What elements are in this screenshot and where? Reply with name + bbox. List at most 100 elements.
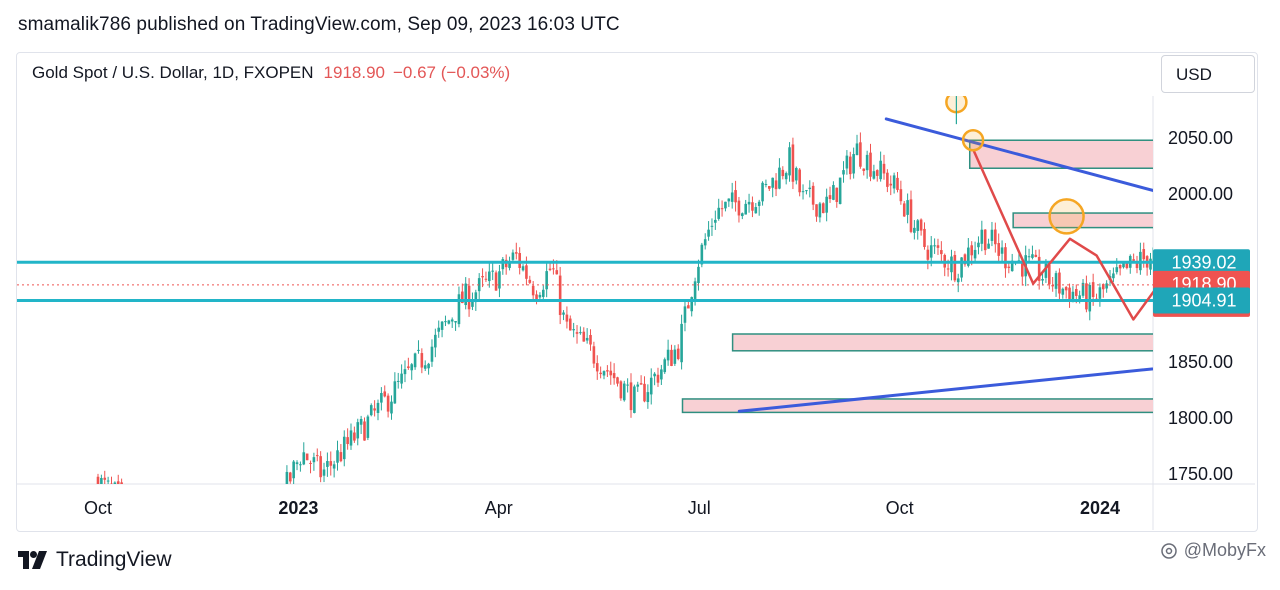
- candle: [842, 161, 845, 183]
- symbol-name[interactable]: Gold Spot / U.S. Dollar, 1D, FXOPEN: [32, 63, 314, 82]
- candle: [106, 476, 110, 484]
- peak-circle-3[interactable]: [1048, 198, 1085, 235]
- candle: [906, 193, 909, 224]
- candle: [1210, 235, 1213, 248]
- candle: [309, 460, 312, 474]
- x-tick-label: Jul: [688, 498, 711, 518]
- candle: [393, 372, 397, 404]
- badge-lower-cyan: 1904.91: [1153, 287, 1250, 314]
- candle: [771, 177, 774, 198]
- candle: [1264, 246, 1267, 285]
- candle: [781, 166, 785, 180]
- candle: [238, 565, 241, 590]
- candle: [127, 485, 130, 513]
- badge-lower-cyan-label: 1904.91: [1171, 291, 1236, 311]
- zone-lower[interactable]: [731, 333, 1280, 352]
- candle: [137, 497, 140, 515]
- candle: [407, 357, 410, 370]
- candle: [768, 185, 771, 192]
- candle: [501, 257, 505, 275]
- candle: [447, 319, 451, 325]
- candle: [1207, 226, 1210, 242]
- candle: [1220, 222, 1223, 252]
- candle: [427, 362, 430, 375]
- candle: [295, 460, 299, 471]
- candle: [113, 481, 117, 484]
- candle: [899, 180, 903, 205]
- candle: [1213, 213, 1216, 245]
- peak-circle-2[interactable]: [961, 128, 985, 152]
- candle: [161, 513, 164, 532]
- candle: [633, 384, 636, 414]
- candle: [852, 147, 855, 179]
- zone-bottom[interactable]: [681, 398, 1280, 414]
- candle: [434, 328, 437, 358]
- candle: [376, 399, 380, 421]
- candle: [147, 514, 150, 527]
- candle: [994, 222, 997, 253]
- candle: [643, 376, 646, 403]
- candle: [272, 510, 275, 513]
- candle: [198, 564, 201, 582]
- candle: [727, 198, 731, 207]
- candle: [178, 528, 181, 553]
- candle: [319, 451, 322, 483]
- candle: [515, 242, 518, 260]
- candle: [909, 190, 913, 234]
- candle: [228, 580, 231, 590]
- candle: [252, 546, 255, 566]
- candle: [1257, 249, 1260, 268]
- candle: [1101, 283, 1105, 298]
- candle: [1112, 267, 1115, 282]
- candle: [444, 315, 447, 327]
- zigzag-pattern[interactable]: [971, 148, 1280, 328]
- candle: [794, 166, 798, 185]
- candle: [201, 555, 204, 587]
- currency-button[interactable]: USD: [1161, 55, 1255, 93]
- candle: [1261, 252, 1264, 277]
- candle: [1128, 254, 1132, 274]
- candle: [778, 158, 781, 190]
- candle: [1064, 285, 1068, 299]
- candle: [494, 270, 498, 291]
- x-tick-label: Oct: [84, 498, 112, 518]
- tradingview-logo[interactable]: TradingView: [18, 548, 172, 572]
- candle: [1000, 240, 1004, 263]
- candle: [1058, 268, 1061, 301]
- lower-trendline[interactable]: [737, 319, 1280, 413]
- candle: [585, 328, 589, 344]
- candle: [697, 259, 700, 291]
- upper-trendline[interactable]: [884, 117, 1280, 319]
- candle: [413, 352, 417, 370]
- candle: [312, 452, 316, 471]
- candle: [356, 418, 360, 446]
- candle: [1156, 236, 1159, 251]
- candle: [940, 241, 943, 262]
- candle: [568, 315, 572, 331]
- zone-top[interactable]: [968, 139, 1280, 169]
- y-tick-label: 1800.00: [1168, 408, 1233, 428]
- published-line: smamalik786 published on TradingView.com…: [18, 14, 620, 35]
- candle: [481, 268, 484, 288]
- candle: [960, 257, 963, 282]
- candle: [390, 395, 393, 420]
- candle: [606, 365, 609, 377]
- candle: [396, 372, 400, 389]
- candle: [205, 579, 208, 588]
- candle: [386, 393, 390, 418]
- candle: [889, 175, 893, 196]
- candle: [1200, 199, 1203, 248]
- candle: [299, 461, 302, 472]
- candle: [1118, 264, 1122, 276]
- candle: [670, 344, 673, 367]
- candle: [373, 400, 376, 417]
- candle: [440, 321, 444, 338]
- candle: [558, 266, 562, 325]
- badge-upper-cyan-label: 1939.02: [1171, 252, 1236, 272]
- candle: [541, 285, 545, 299]
- candle: [730, 182, 734, 209]
- candle: [1054, 270, 1058, 297]
- candle: [862, 168, 866, 176]
- candle: [902, 200, 906, 217]
